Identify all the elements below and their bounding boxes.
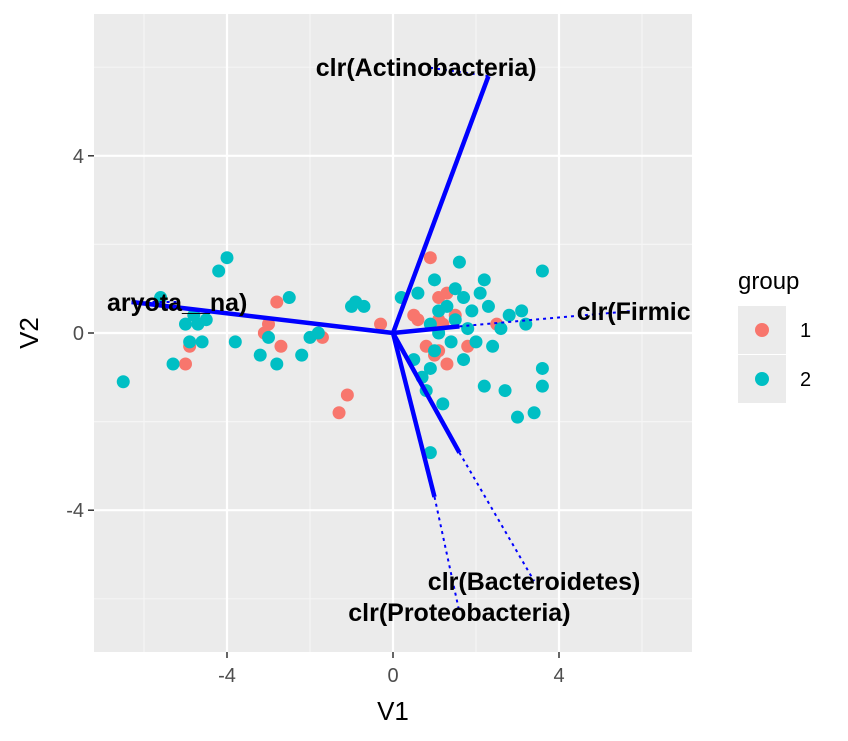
data-point-group-2 <box>494 322 508 336</box>
x-tick-label: -4 <box>218 665 236 687</box>
data-point-group-1 <box>340 388 354 402</box>
data-point-group-2 <box>183 335 197 349</box>
data-point-group-2 <box>448 282 462 296</box>
data-point-group-2 <box>311 326 325 340</box>
data-point-group-2 <box>262 330 275 344</box>
data-point-group-2 <box>428 344 441 358</box>
data-point-group-2 <box>199 313 213 327</box>
data-point-group-2 <box>448 313 462 327</box>
data-point-group-2 <box>282 291 296 305</box>
data-point-group-2 <box>154 291 168 305</box>
y-tick-label: -4 <box>66 500 84 522</box>
loading-arrow <box>390 332 437 498</box>
y-tick-label: 4 <box>73 146 84 168</box>
data-point-group-2 <box>270 357 284 371</box>
data-point-group-2 <box>473 286 487 300</box>
legend-key-dot-2 <box>755 372 769 386</box>
data-point-group-2 <box>457 353 471 367</box>
data-point-group-2 <box>440 299 454 313</box>
data-point-group-1 <box>270 295 284 309</box>
data-point-group-2 <box>423 446 437 460</box>
data-point-group-2 <box>357 299 371 313</box>
data-point-group-2 <box>444 335 458 349</box>
loading-labels: clr(Actinobacteria) clr(Firmic aryota__na)… <box>107 54 691 627</box>
legend-key-dot-1 <box>755 323 769 337</box>
x-tick-label: 4 <box>553 665 564 687</box>
data-point-group-2 <box>452 255 466 269</box>
data-point-group-2 <box>465 304 479 318</box>
data-point-group-2 <box>469 335 483 349</box>
data-point-group-1 <box>274 339 288 353</box>
data-point-group-2 <box>481 299 495 313</box>
data-point-group-2 <box>220 251 234 265</box>
data-point-group-2 <box>477 273 491 287</box>
legend-label-1: 1 <box>800 320 811 342</box>
y-axis-title: V2 <box>14 317 44 349</box>
data-point-group-2 <box>436 397 450 411</box>
data-point-group-2 <box>535 379 549 393</box>
data-point-group-2 <box>428 273 441 287</box>
loading-arrow <box>392 324 460 336</box>
x-axis-title: V1 <box>377 696 409 726</box>
loading-label: clr(Proteobacteria) <box>348 599 570 627</box>
x-tick-label: 0 <box>387 665 398 687</box>
legend-label-2: 2 <box>800 369 811 391</box>
data-point-group-2 <box>423 361 437 375</box>
data-point-group-2 <box>535 361 549 375</box>
data-point-group-2 <box>166 357 180 371</box>
loading-arrow <box>391 331 462 454</box>
data-point-group-2 <box>477 379 491 393</box>
loading-arrow <box>131 299 394 336</box>
data-point-group-2 <box>457 291 471 305</box>
loading-arrow <box>390 75 491 334</box>
legend-title: group <box>738 268 799 295</box>
loading-label: clr(Actinobacteria) <box>316 54 537 82</box>
data-point-group-1 <box>332 406 346 420</box>
x-axis-ticks: -4 0 4 <box>218 652 565 687</box>
y-tick-label: 0 <box>73 323 84 345</box>
data-point-group-1 <box>179 357 192 371</box>
data-point-group-2 <box>212 264 226 278</box>
data-point-group-2 <box>461 322 475 336</box>
data-point-group-2 <box>502 308 516 322</box>
data-point-group-2 <box>527 406 541 420</box>
loading-label: clr(Firmic <box>577 298 691 326</box>
data-point-group-2 <box>195 335 209 349</box>
data-point-group-2 <box>179 317 192 331</box>
data-point-group-1 <box>423 251 437 265</box>
data-point-group-1 <box>411 313 425 327</box>
data-point-group-2 <box>253 348 267 362</box>
scatter-points <box>116 251 549 460</box>
data-point-group-2 <box>411 286 425 300</box>
data-point-group-1 <box>440 357 454 371</box>
loading-arrows <box>131 66 634 613</box>
legend: group 1 2 <box>738 268 811 403</box>
data-point-group-2 <box>515 304 529 318</box>
y-axis-ticks: -4 0 4 <box>66 146 94 522</box>
data-point-group-1 <box>374 317 388 331</box>
data-point-group-2 <box>116 375 130 389</box>
data-point-group-2 <box>345 299 358 313</box>
data-point-group-2 <box>228 335 242 349</box>
data-point-group-2 <box>295 348 309 362</box>
data-point-group-2 <box>486 339 500 353</box>
data-point-group-2 <box>535 264 549 278</box>
loading-leader-line <box>459 309 634 328</box>
loading-label: clr(Bacteroidetes) <box>428 568 641 596</box>
data-point-group-2 <box>511 410 524 424</box>
loading-label: aryota__na) <box>107 289 247 317</box>
loading-leader-line <box>433 496 461 613</box>
data-point-group-1 <box>262 317 275 331</box>
data-point-group-2 <box>498 384 512 398</box>
